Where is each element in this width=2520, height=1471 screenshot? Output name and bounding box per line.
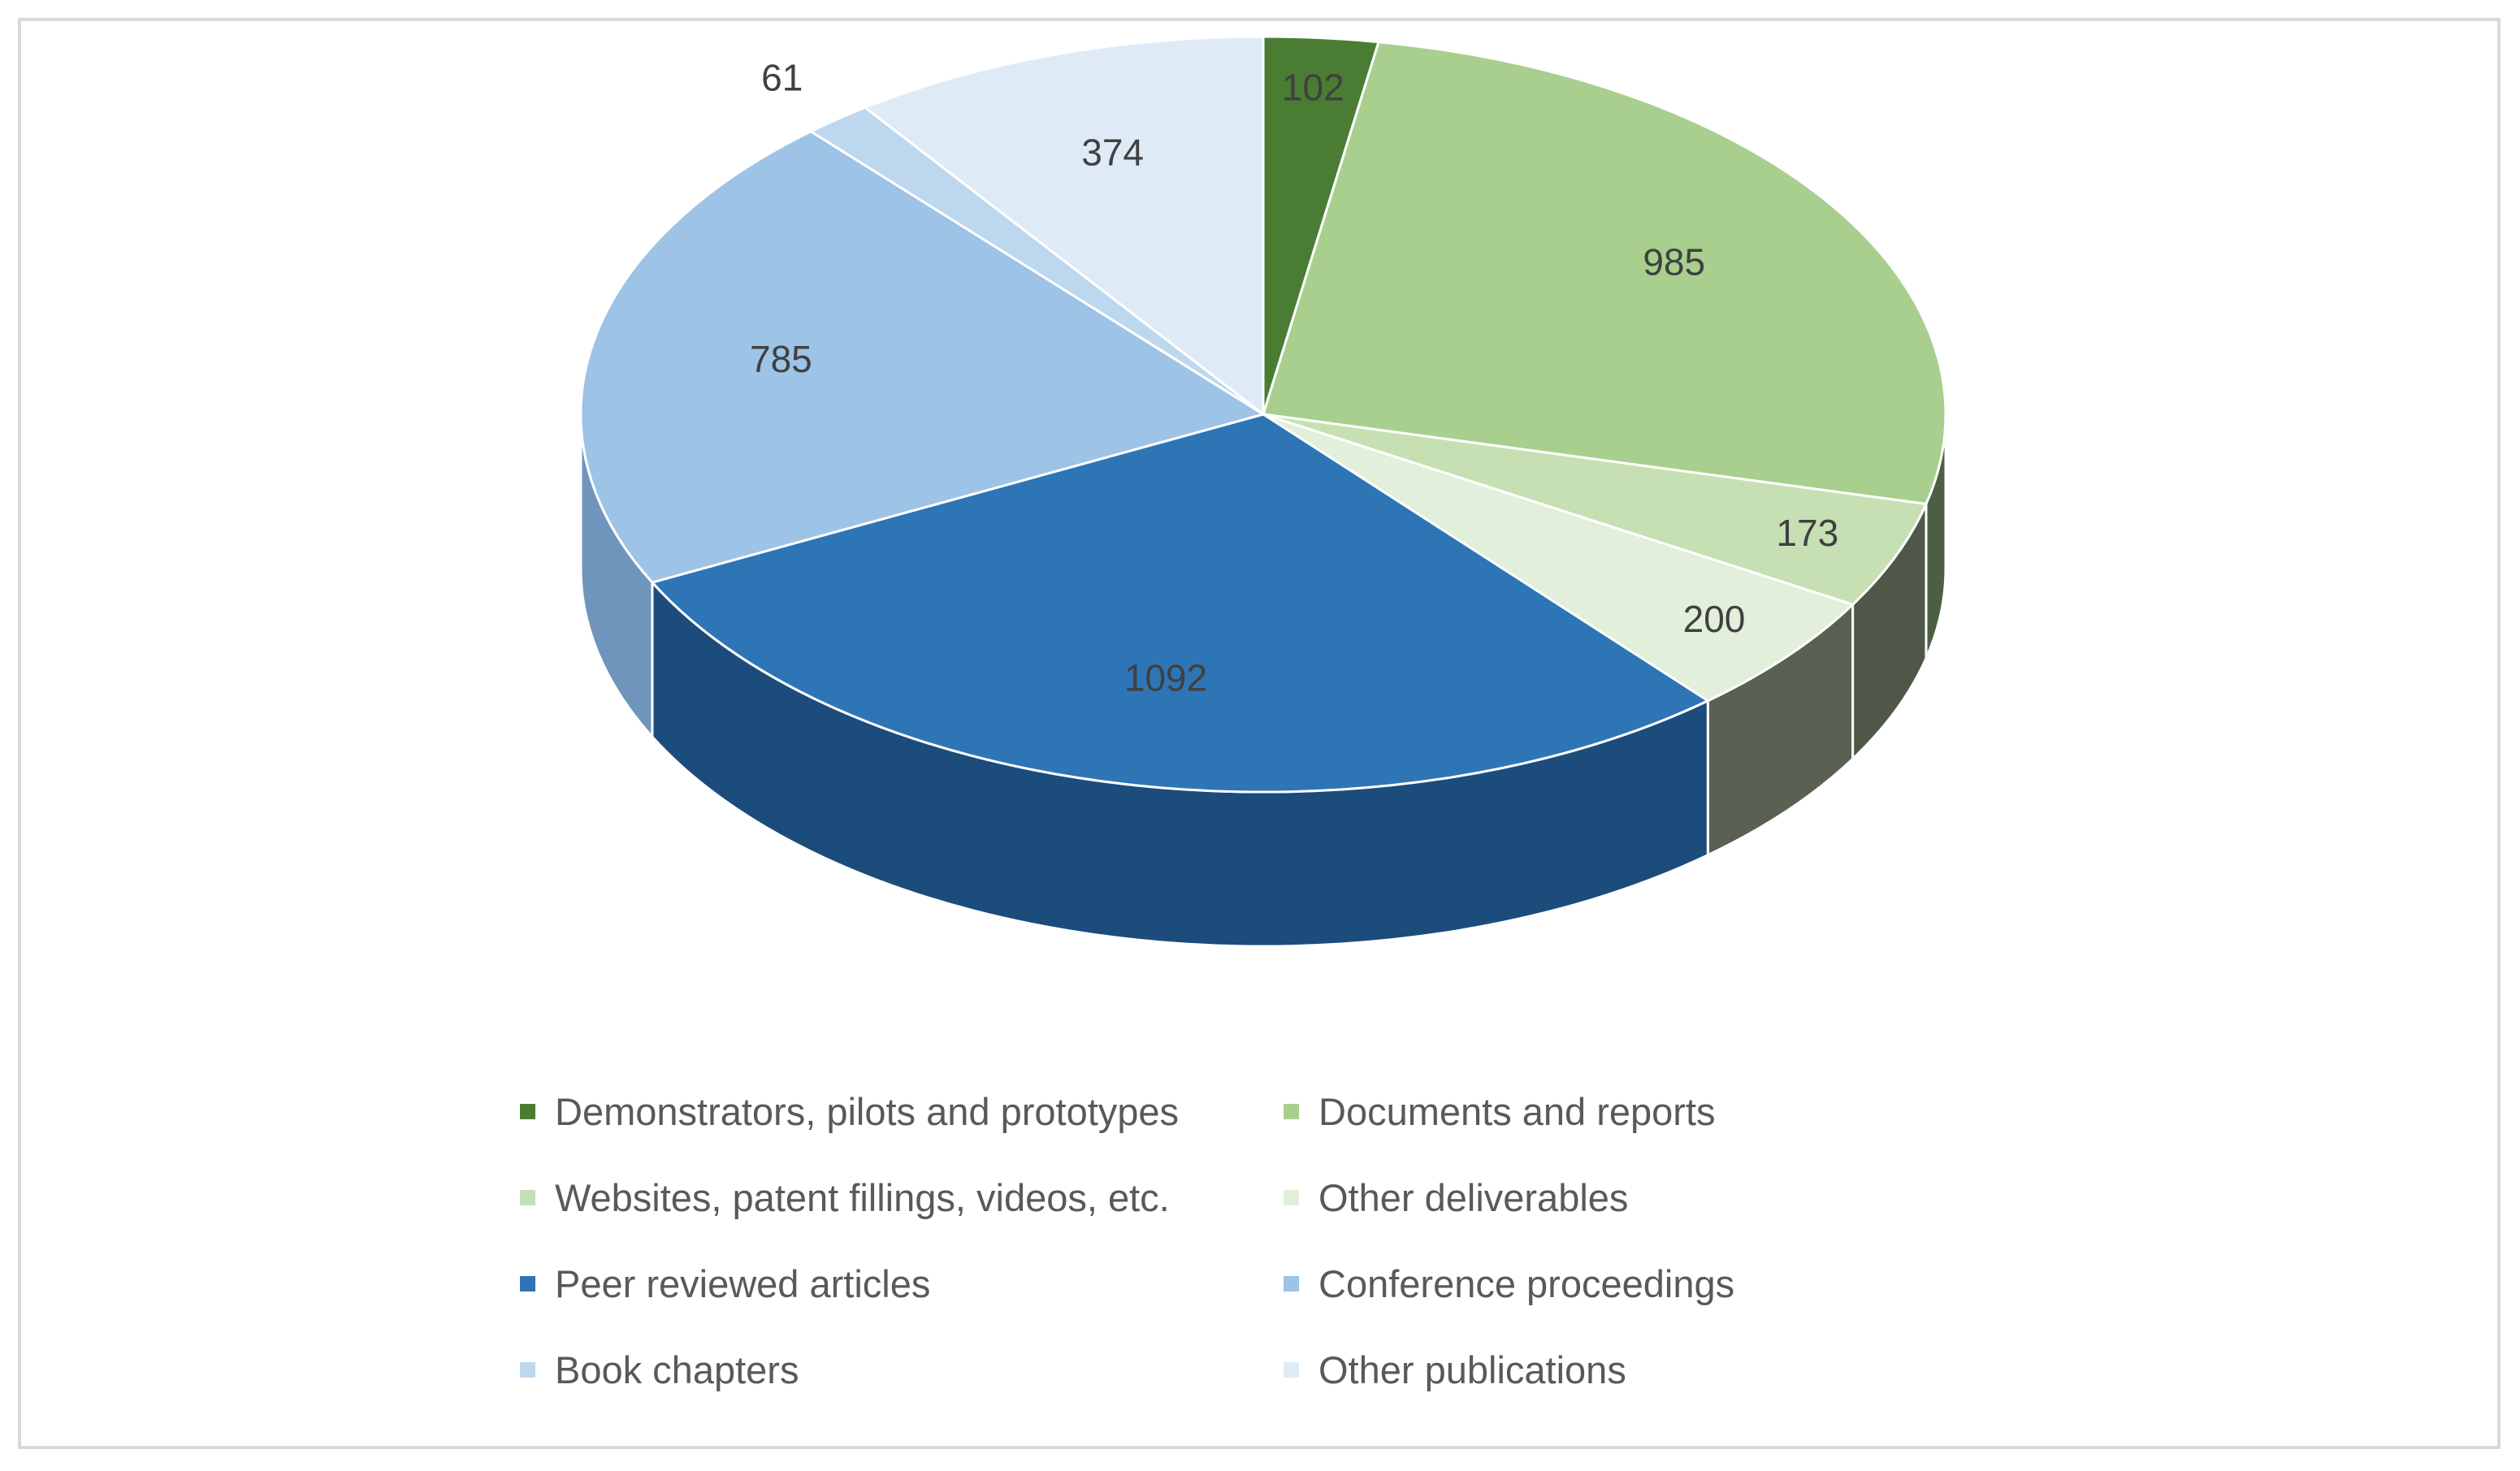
legend-label: Websites, patent fillings, videos, etc. <box>555 1175 1170 1219</box>
data-label-conference: 785 <box>750 338 812 380</box>
legend-item-peer-reviewed: Peer reviewed articles <box>520 1261 1284 1306</box>
legend-swatch <box>520 1275 535 1291</box>
data-label-book-chapters: 61 <box>761 57 803 99</box>
pie-slice-other-deliverables <box>1262 413 1855 703</box>
pie-top <box>579 35 1947 794</box>
legend-swatch <box>520 1103 535 1119</box>
data-labels: 102 985 173 200 1092 785 61 374 <box>750 57 1838 699</box>
legend-item-demonstrators: Demonstrators, pilots and prototypes <box>520 1088 1284 1134</box>
pie-slice-other-publications <box>864 35 1265 416</box>
legend-swatch <box>1284 1103 1299 1119</box>
legend-item-documents: Documents and reports <box>1284 1088 1852 1134</box>
pie-slice-websites <box>1262 413 1928 606</box>
legend-item-websites: Websites, patent fillings, videos, etc. <box>520 1175 1284 1220</box>
legend-item-other-publications: Other publications <box>1284 1347 1852 1392</box>
legend-swatch <box>1284 1275 1299 1291</box>
legend-item-other-deliverables: Other deliverables <box>1284 1175 1852 1220</box>
legend-label: Peer reviewed articles <box>555 1261 931 1305</box>
data-label-other-publications: 374 <box>1081 131 1144 173</box>
legend-label: Other publications <box>1318 1348 1626 1391</box>
pie-slice-documents <box>1262 41 1947 505</box>
pie-sides <box>579 413 1947 948</box>
data-label-websites: 173 <box>1776 512 1838 554</box>
legend-label: Book chapters <box>555 1348 799 1391</box>
legend-swatch <box>1284 1361 1299 1378</box>
pie-slice-conference <box>579 130 1265 584</box>
legend-item-book-chapters: Book chapters <box>520 1347 1284 1392</box>
legend-item-conference: Conference proceedings <box>1284 1261 1852 1306</box>
legend-label: Documents and reports <box>1318 1089 1716 1133</box>
data-label-demonstrators: 102 <box>1282 67 1344 109</box>
legend-swatch <box>520 1189 535 1205</box>
legend-swatch <box>1284 1189 1299 1205</box>
pie-slice-peer-reviewed <box>651 413 1709 794</box>
legend-label: Other deliverables <box>1318 1175 1629 1219</box>
legend-label: Demonstrators, pilots and prototypes <box>555 1089 1180 1133</box>
legend-swatch <box>520 1361 535 1378</box>
data-label-other-deliverables: 200 <box>1683 598 1746 640</box>
data-label-peer-reviewed: 1092 <box>1124 656 1207 699</box>
legend: Demonstrators, pilots and prototypes Doc… <box>520 1088 1852 1392</box>
data-label-documents: 985 <box>1643 241 1705 283</box>
legend-label: Conference proceedings <box>1318 1261 1735 1305</box>
